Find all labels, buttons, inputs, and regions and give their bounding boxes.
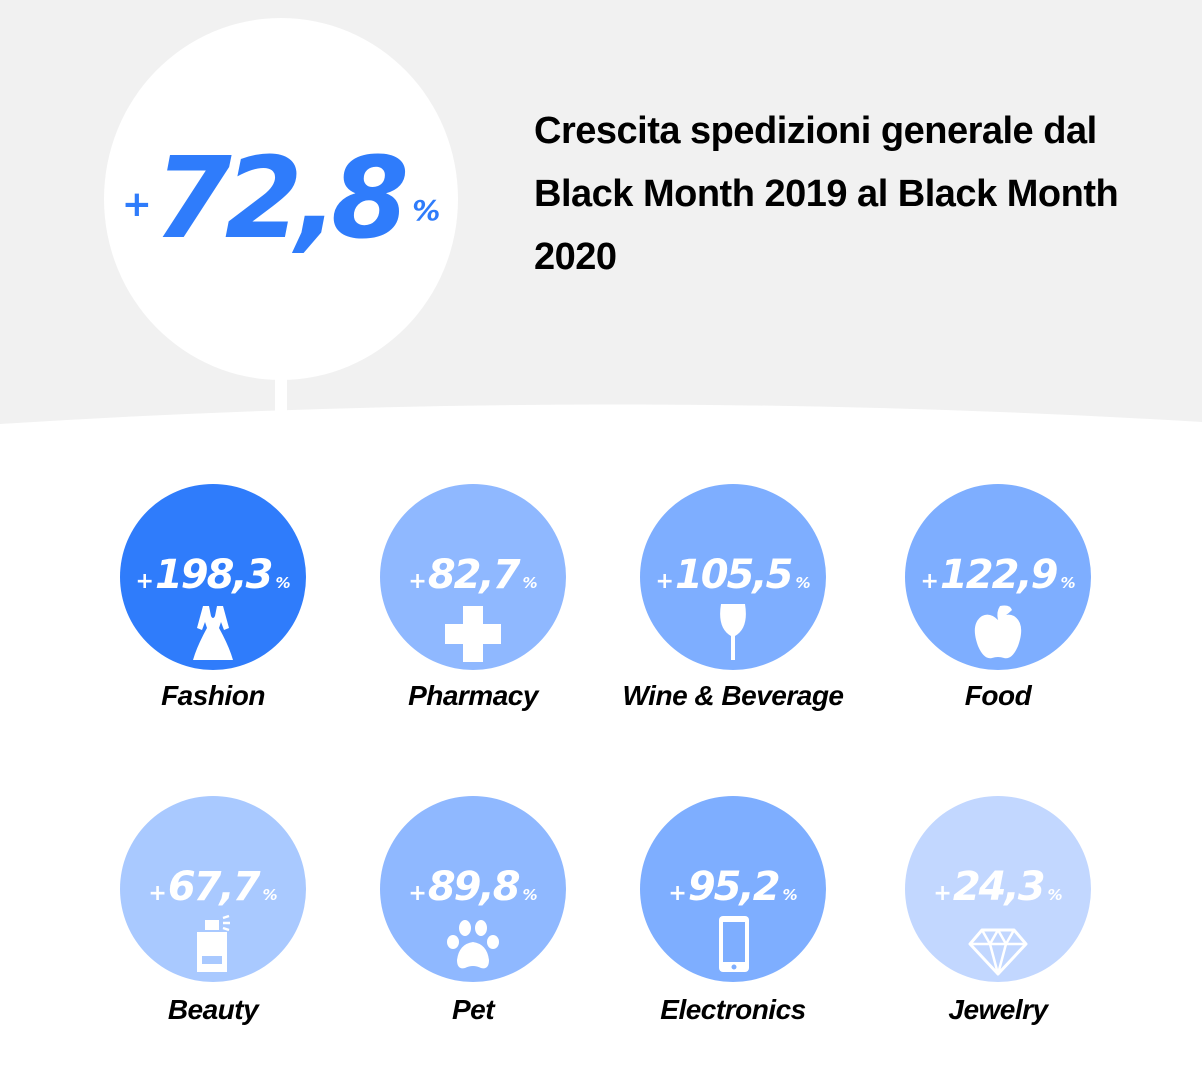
category-label-electronics: Electronics bbox=[660, 994, 806, 1025]
dress-icon bbox=[193, 606, 233, 660]
category-value-unit: % bbox=[262, 886, 278, 904]
diamond-icon bbox=[968, 928, 1028, 976]
category-value-number: 67,7 bbox=[167, 864, 261, 910]
category-value-number: 24,3 bbox=[952, 864, 1046, 910]
category-value-number: 198,3 bbox=[154, 552, 274, 598]
category-value: + 122,9 % bbox=[905, 552, 1091, 598]
category-value: + 198,3 % bbox=[120, 552, 306, 598]
category-value-number: 89,8 bbox=[427, 864, 521, 910]
category-value-sign: + bbox=[655, 569, 674, 594]
category-bubble-beauty: + 67,7 % bbox=[120, 796, 306, 982]
category-value-sign: + bbox=[135, 569, 154, 594]
apple-icon bbox=[974, 605, 1022, 659]
category-value-sign: + bbox=[920, 569, 939, 594]
category-value-sign: + bbox=[408, 569, 427, 594]
hero-title: Crescita spedizioni generale dal Black M… bbox=[534, 110, 1119, 278]
category-value-unit: % bbox=[522, 574, 538, 592]
category-label-beauty: Beauty bbox=[167, 994, 259, 1025]
category-bubble-jewelry: + 24,3 % bbox=[905, 796, 1091, 982]
category-bubble-food: + 122,9 % bbox=[905, 484, 1091, 670]
category-label-food: Food bbox=[964, 680, 1032, 711]
hero-value-sign: + bbox=[121, 183, 152, 225]
smartphone-icon bbox=[719, 916, 749, 972]
paw-icon bbox=[447, 920, 499, 969]
category-value-sign: + bbox=[408, 881, 427, 906]
category-value: + 82,7 % bbox=[380, 552, 566, 598]
category-value-number: 95,2 bbox=[687, 864, 781, 910]
category-bubble-pet: + 89,8 % bbox=[380, 796, 566, 982]
category-value: + 95,2 % bbox=[640, 864, 826, 910]
category-value-unit: % bbox=[1047, 886, 1063, 904]
category-bubble-pharmacy: + 82,7 % bbox=[380, 484, 566, 670]
category-label-jewelry: Jewelry bbox=[948, 994, 1048, 1025]
category-value-number: 122,9 bbox=[939, 552, 1059, 598]
medical-cross-icon bbox=[445, 606, 501, 662]
hero-circle-stem bbox=[275, 374, 287, 414]
category-value-unit: % bbox=[275, 574, 291, 592]
category-label-pharmacy: Pharmacy bbox=[408, 680, 538, 711]
category-value-sign: + bbox=[933, 881, 952, 906]
category-value: + 105,5 % bbox=[640, 552, 826, 598]
category-value-sign: + bbox=[668, 881, 687, 906]
category-value: + 67,7 % bbox=[120, 864, 306, 910]
category-value-unit: % bbox=[782, 886, 798, 904]
category-value-unit: % bbox=[795, 574, 811, 592]
category-bubble-wine-beverage: + 105,5 % bbox=[640, 484, 826, 670]
category-value: + 89,8 % bbox=[380, 864, 566, 910]
category-label-fashion: Fashion bbox=[161, 680, 265, 711]
hero-value-unit: % bbox=[412, 193, 441, 227]
hero-value-number: 72,8 bbox=[153, 134, 409, 264]
category-value-number: 82,7 bbox=[427, 552, 521, 598]
category-bubble-fashion: + 198,3 % bbox=[120, 484, 306, 670]
wine-glass-icon bbox=[720, 604, 746, 660]
category-bubble-electronics: + 95,2 % bbox=[640, 796, 826, 982]
category-value-unit: % bbox=[1060, 574, 1076, 592]
perfume-icon bbox=[197, 914, 230, 972]
category-value-number: 105,5 bbox=[674, 552, 794, 598]
hero-circle bbox=[104, 18, 458, 380]
hero-value: + 72,8 % bbox=[104, 18, 458, 380]
category-value: + 24,3 % bbox=[905, 864, 1091, 910]
category-value-sign: + bbox=[148, 881, 167, 906]
category-label-wine-beverage: Wine & Beverage bbox=[622, 680, 845, 711]
category-label-pet: Pet bbox=[451, 994, 495, 1025]
category-value-unit: % bbox=[522, 886, 538, 904]
